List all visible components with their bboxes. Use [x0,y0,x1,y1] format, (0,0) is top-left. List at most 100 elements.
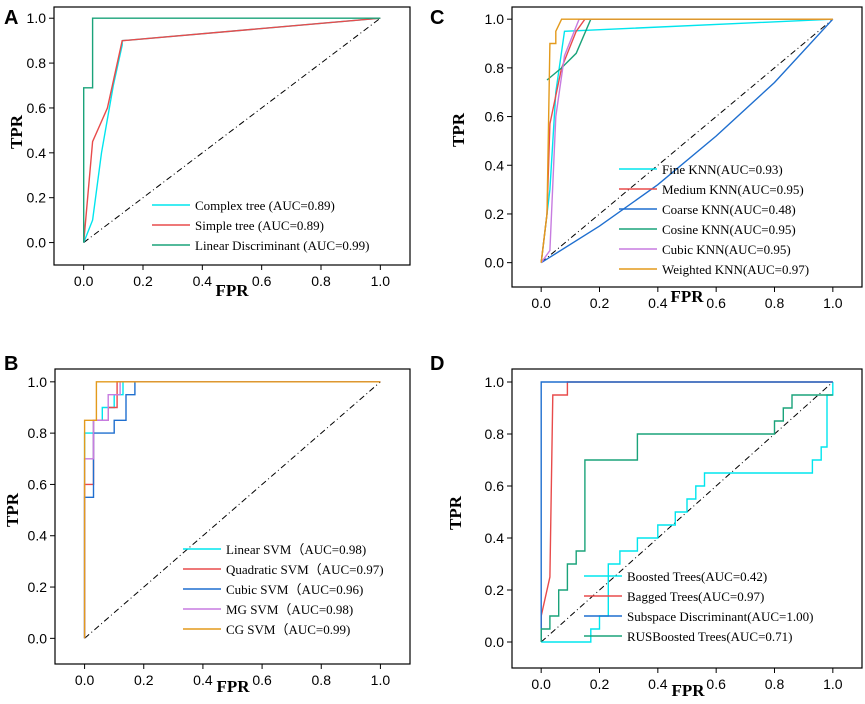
panel-c: C 0.0 0.2 0.4 0.6 0.8 1.0 0.0 0.2 0.4 0.6 0.8 1.0 F… [430,6,863,311]
legend-label: Linear Discriminant (AUC=0.99) [195,238,369,253]
roc-curve-series-1 [83,381,381,639]
y-tick-label: 0.6 [485,478,505,494]
x-tick-label: 0.0 [531,295,551,311]
roc-curve-series-6 [540,18,833,263]
x-tick-label: 0.8 [765,676,785,692]
x-tick-label: 0.6 [706,676,726,692]
x-tick-label: 0.2 [590,295,610,311]
panel-c-chance-diagonal [540,18,834,264]
panel-a: A 0.0 0.2 0.4 0.6 0.8 1.0 0.0 0.2 0.4 0.6 0.8 1.0 C… [4,6,411,300]
x-tick-label: 0.6 [706,295,726,311]
y-tick-label: 1.0 [485,374,505,390]
panel-a-y-axis-title: TPR [7,114,26,149]
x-tick-label: 0.2 [133,273,153,289]
roc-curve-series-5 [83,381,381,639]
panel-b-y-axis-title: TPR [3,492,22,527]
panel-b-series [83,381,381,639]
x-tick-label: 0.6 [252,672,272,688]
x-tick-label: 1.0 [823,676,843,692]
panel-c-y-axis-title: TPR [449,112,468,147]
y-tick-label: 0.8 [485,426,505,442]
x-tick-label: 0.4 [648,295,668,311]
legend-label: Simple tree (AUC=0.89) [195,218,324,233]
panel-b: B 0.0 0.2 0.4 0.6 0.8 1.0 0.0 0.2 0.4 0.6 0.8 1.0 L… [3,353,411,696]
panel-letter-c: C [430,7,444,29]
x-tick-label: 0.6 [252,273,272,289]
legend-label: Quadratic SVM（AUC=0.97) [226,562,384,577]
y-tick-label: 0.4 [28,528,48,544]
y-tick-label: 1.0 [28,374,48,390]
legend-label: Linear SVM（AUC=0.98) [226,542,366,557]
x-tick-label: 1.0 [371,672,391,688]
y-tick-label: 0.6 [28,476,48,492]
panel-b-legend: Linear SVM（AUC=0.98) Quadratic SVM（AUC=0.… [183,542,384,637]
y-tick-label: 0.0 [485,634,505,650]
panel-b-ticks: 0.0 0.2 0.4 0.6 0.8 1.0 0.0 0.2 0.4 0.6 0.8 1.0 [28,374,391,688]
y-tick-label: 0.2 [28,579,48,595]
legend-label: Cubic KNN(AUC=0.95) [662,242,791,257]
y-tick-label: 0.0 [28,630,48,646]
panel-c-plot-frame [511,6,863,288]
x-tick-label: 0.4 [193,273,213,289]
y-tick-label: 1.0 [27,10,47,26]
x-tick-label: 0.4 [648,676,668,692]
panel-a-legend: Complex tree (AUC=0.89) Simple tree (AUC=… [152,198,369,253]
y-tick-label: 0.0 [485,255,505,271]
panel-d-legend: Boosted Trees(AUC=0.42) Bagged Trees(AUC=… [584,569,813,644]
y-tick-label: 0.4 [27,145,47,161]
legend-label: Weighted KNN(AUC=0.97) [662,262,809,277]
legend-label: Cosine KNN(AUC=0.95) [662,222,796,237]
x-tick-label: 0.8 [312,672,332,688]
y-tick-label: 0.8 [27,55,47,71]
y-tick-label: 0.6 [27,100,47,116]
roc-curve-series-4 [546,18,833,81]
legend-label: RUSBoosted Trees(AUC=0.71) [627,629,793,644]
panel-d-ticks: 0.0 0.2 0.4 0.6 0.8 1.0 0.0 0.2 0.4 0.6 0.8 1.0 [485,374,843,692]
panel-c-series [540,18,834,264]
x-tick-label: 0.2 [590,676,610,692]
panel-letter-d: D [430,353,444,375]
panel-d-plot-frame [511,368,863,669]
panel-d-x-axis-title: FPR [671,681,705,700]
x-tick-label: 0.0 [75,672,95,688]
legend-label: Fine KNN(AUC=0.93) [662,162,783,177]
y-tick-label: 0.2 [485,206,505,222]
panel-c-legend: Fine KNN(AUC=0.93) Medium KNN(AUC=0.95) Co… [619,162,809,277]
panel-b-chance-diagonal [84,381,381,639]
legend-label: Coarse KNN(AUC=0.48) [662,202,796,217]
legend-label: Subspace Discriminant(AUC=1.00) [627,609,813,624]
panel-letter-b: B [4,353,18,375]
roc-curve-series-4 [540,394,833,642]
roc-curve-series-3 [82,17,381,243]
roc-curve-series-2 [83,17,381,243]
panel-d-series [540,381,834,643]
y-tick-label: 0.2 [485,582,505,598]
legend-label: Bagged Trees(AUC=0.97) [627,589,764,604]
y-tick-label: 1.0 [485,11,505,27]
y-tick-label: 0.4 [485,157,505,173]
x-tick-label: 0.0 [74,273,94,289]
legend-label: MG SVM（AUC=0.98) [226,602,353,617]
x-tick-label: 0.4 [193,672,213,688]
panel-a-series [82,17,381,243]
y-tick-label: 0.6 [485,109,505,125]
x-tick-label: 1.0 [823,295,843,311]
x-tick-label: 0.0 [531,676,551,692]
panel-c-ticks: 0.0 0.2 0.4 0.6 0.8 1.0 0.0 0.2 0.4 0.6 0.8 1.0 [485,11,843,311]
panel-a-ticks: 0.0 0.2 0.4 0.6 0.8 1.0 0.0 0.2 0.4 0.6 0.8 1.0 [27,10,391,289]
y-tick-label: 0.8 [485,60,505,76]
roc-curve-series-4 [83,381,381,639]
roc-curve-series-3 [83,381,381,639]
legend-label: Boosted Trees(AUC=0.42) [627,569,767,584]
y-tick-label: 0.8 [28,425,48,441]
roc-curve-series-3 [540,381,833,642]
panel-b-plot-frame [54,368,411,665]
panel-d-y-axis-title: TPR [446,495,465,530]
x-tick-label: 0.8 [765,295,785,311]
panel-c-x-axis-title: FPR [670,287,704,306]
panel-a-x-axis-title: FPR [215,281,249,300]
y-tick-label: 0.0 [27,235,47,251]
legend-label: CG SVM（AUC=0.99) [226,622,350,637]
panel-a-chance-diagonal [83,17,381,243]
